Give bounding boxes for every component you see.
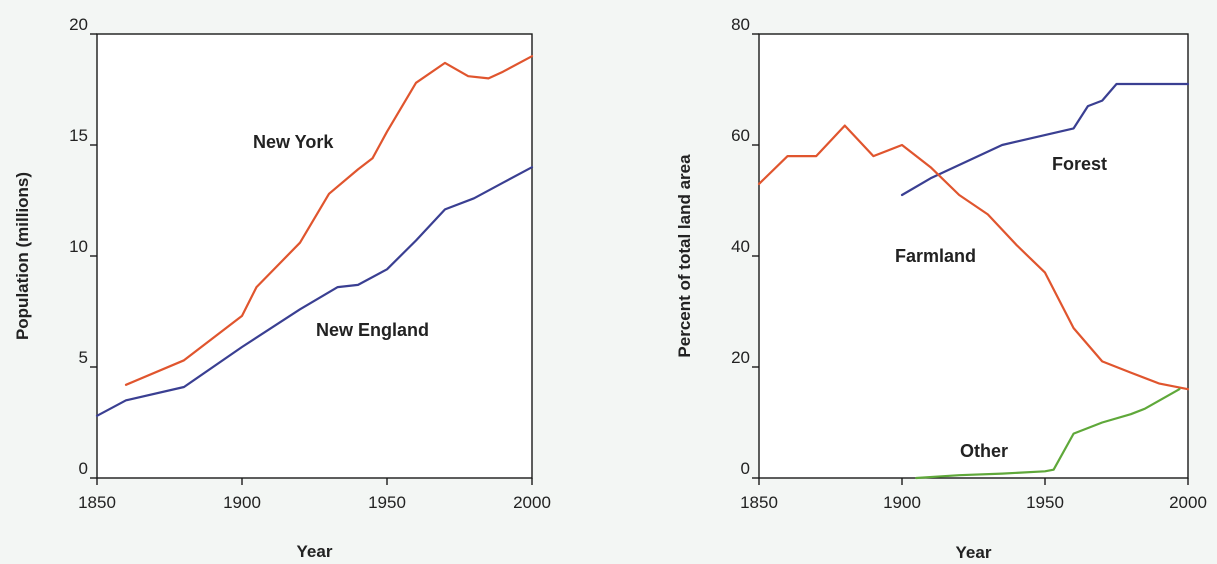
land-use-chart: 0 20 40 60 80 1850 1900 1950 2000 Year Percent of … — [675, 15, 1207, 562]
series-label-forest: Forest — [1052, 154, 1107, 174]
x-tick-label: 1900 — [223, 493, 261, 512]
y-tick-label: 15 — [69, 126, 88, 145]
population-chart: 0 5 10 15 20 1850 1900 1950 2000 Year Population (… — [13, 15, 551, 561]
y-tick-label: 0 — [741, 459, 750, 478]
y-tick-label: 10 — [69, 237, 88, 256]
series-line-new-york — [124, 55, 534, 386]
series-line-new-england — [95, 166, 534, 417]
series-line-other — [915, 388, 1181, 480]
y-tick-label: 80 — [731, 15, 750, 34]
series-label-new-england: New England — [316, 320, 429, 340]
x-tick-label: 1950 — [368, 493, 406, 512]
y-tick-label: 5 — [79, 348, 88, 367]
plot-frame — [758, 33, 1189, 479]
x-tick-label: 1850 — [78, 493, 116, 512]
x-tick-label: 2000 — [513, 493, 551, 512]
series-label-farmland: Farmland — [895, 246, 976, 266]
series-label-other: Other — [960, 441, 1008, 461]
series-line-farmland — [757, 124, 1190, 391]
x-tick-label: 1950 — [1026, 493, 1064, 512]
y-tick-label: 20 — [731, 348, 750, 367]
y-tick-label: 20 — [69, 15, 88, 34]
series-line-forest — [900, 82, 1190, 197]
y-axis-label: Population (millions) — [13, 172, 32, 340]
plot-frame — [96, 33, 533, 479]
y-tick-label: 0 — [79, 459, 88, 478]
x-axis-label: Year — [297, 542, 333, 561]
x-tick-label: 1900 — [883, 493, 921, 512]
y-tick-label: 60 — [731, 126, 750, 145]
y-tick-label: 40 — [731, 237, 750, 256]
x-axis-label: Year — [956, 543, 992, 562]
y-axis-label: Percent of total land area — [675, 154, 694, 358]
x-tick-label: 1850 — [740, 493, 778, 512]
x-tick-label: 2000 — [1169, 493, 1207, 512]
series-label-new-york: New York — [253, 132, 334, 152]
